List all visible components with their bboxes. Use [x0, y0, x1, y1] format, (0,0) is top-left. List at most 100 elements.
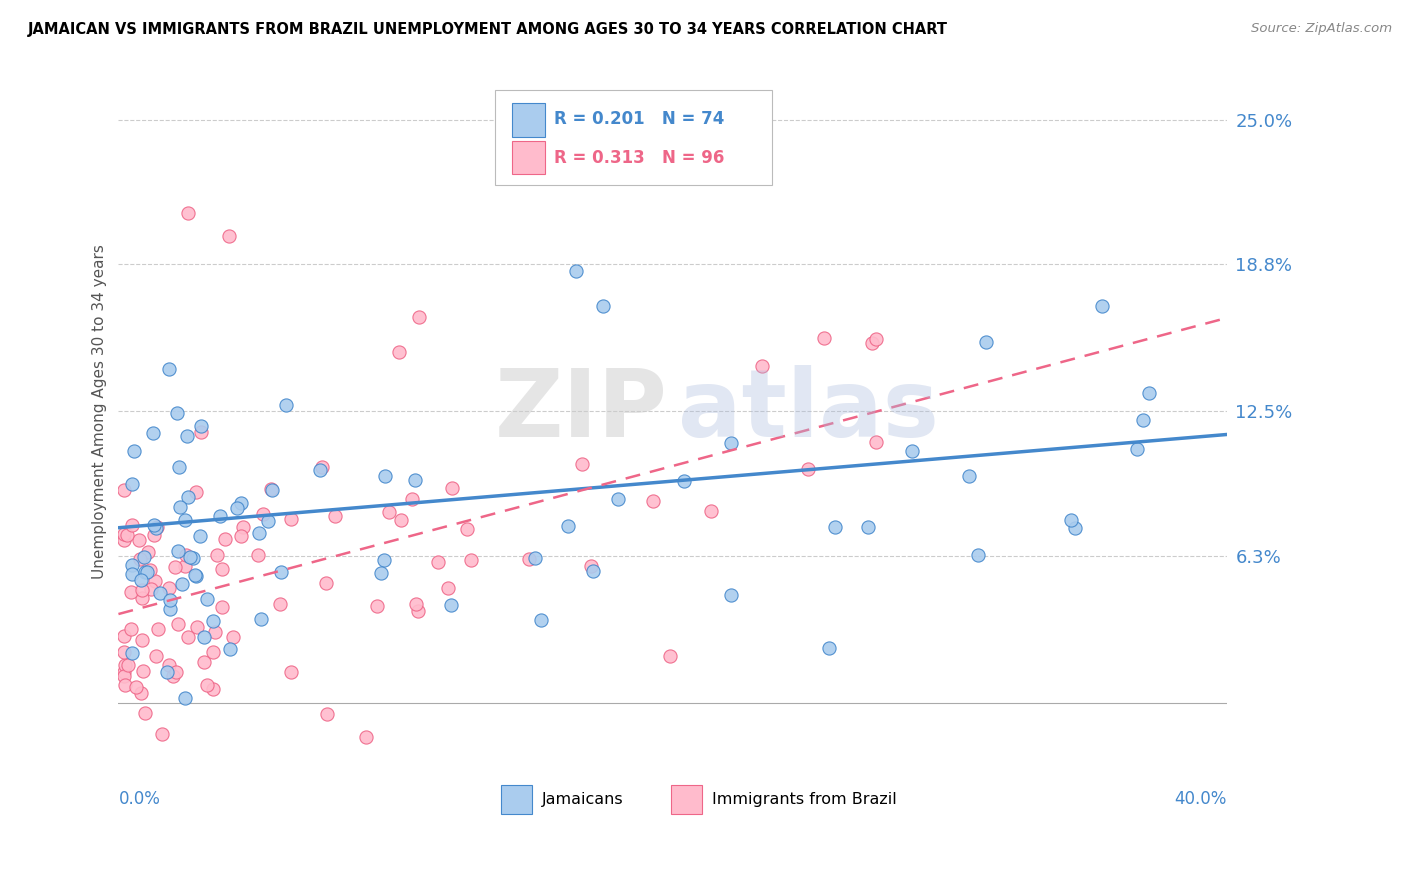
Point	[132, 549, 155, 564]
Point	[131, 591, 153, 606]
Point	[259, 483, 281, 497]
Point	[120, 585, 142, 599]
Point	[582, 564, 605, 578]
Point	[818, 640, 841, 655]
Point	[404, 473, 426, 487]
Point	[124, 443, 146, 458]
Point	[121, 476, 143, 491]
Point	[162, 668, 184, 682]
Point	[156, 665, 179, 679]
Point	[177, 490, 200, 504]
FancyBboxPatch shape	[501, 785, 531, 814]
Point	[366, 599, 388, 613]
Point	[524, 551, 547, 566]
Point	[112, 483, 135, 497]
Point	[1137, 385, 1160, 400]
Point	[374, 468, 396, 483]
Point	[125, 680, 148, 694]
Point	[112, 533, 135, 547]
Point	[177, 206, 200, 220]
Text: R = 0.313   N = 96: R = 0.313 N = 96	[554, 149, 724, 167]
Point	[131, 754, 153, 768]
Point	[190, 425, 212, 439]
Point	[142, 528, 165, 542]
Point	[564, 264, 586, 278]
Point	[976, 335, 998, 350]
Point	[311, 459, 333, 474]
Point	[959, 468, 981, 483]
Point	[139, 563, 162, 577]
Point	[143, 574, 166, 588]
Point	[751, 359, 773, 374]
Point	[157, 657, 180, 672]
Point	[530, 613, 553, 627]
Point	[114, 658, 136, 673]
Point	[276, 398, 298, 412]
Point	[813, 331, 835, 345]
Point	[437, 581, 460, 595]
Point	[257, 514, 280, 528]
Point	[204, 624, 226, 639]
Point	[824, 520, 846, 534]
Point	[865, 435, 887, 450]
Point	[797, 461, 820, 475]
Point	[186, 620, 208, 634]
Point	[115, 527, 138, 541]
Point	[166, 406, 188, 420]
Text: Source: ZipAtlas.com: Source: ZipAtlas.com	[1251, 22, 1392, 36]
Point	[142, 425, 165, 440]
Point	[1064, 521, 1087, 535]
Point	[114, 677, 136, 691]
Point	[270, 566, 292, 580]
Point	[218, 229, 240, 244]
Point	[315, 576, 337, 591]
Point	[112, 645, 135, 659]
Point	[121, 558, 143, 572]
Point	[207, 548, 229, 562]
Point	[184, 485, 207, 500]
Point	[426, 555, 449, 569]
Point	[673, 474, 696, 488]
Point	[157, 362, 180, 376]
Point	[370, 566, 392, 581]
Point	[128, 533, 150, 547]
Point	[174, 690, 197, 705]
Point	[967, 548, 990, 562]
Point	[143, 517, 166, 532]
FancyBboxPatch shape	[512, 141, 546, 175]
Point	[250, 612, 273, 626]
Point	[592, 299, 614, 313]
Point	[166, 617, 188, 632]
Point	[184, 569, 207, 583]
Point	[309, 463, 332, 477]
Point	[517, 551, 540, 566]
Point	[131, 632, 153, 647]
Point	[159, 593, 181, 607]
Point	[179, 549, 201, 564]
Point	[129, 686, 152, 700]
Text: Immigrants from Brazil: Immigrants from Brazil	[711, 792, 896, 807]
Point	[720, 588, 742, 602]
Point	[163, 559, 186, 574]
Point	[606, 491, 628, 506]
Point	[112, 754, 135, 768]
Text: 40.0%: 40.0%	[1174, 790, 1227, 808]
Text: ZIP: ZIP	[495, 365, 668, 457]
Point	[280, 511, 302, 525]
Point	[901, 444, 924, 458]
Point	[269, 597, 291, 611]
Point	[195, 678, 218, 692]
Point	[229, 496, 252, 510]
Point	[659, 649, 682, 664]
Point	[145, 521, 167, 535]
Y-axis label: Unemployment Among Ages 30 to 34 years: Unemployment Among Ages 30 to 34 years	[93, 244, 107, 579]
Point	[190, 529, 212, 543]
Point	[262, 483, 284, 498]
Point	[1091, 299, 1114, 313]
Text: Jamaicans: Jamaicans	[541, 792, 623, 807]
Point	[177, 630, 200, 644]
Point	[581, 558, 603, 573]
Point	[219, 642, 242, 657]
Point	[166, 544, 188, 558]
Point	[193, 630, 215, 644]
